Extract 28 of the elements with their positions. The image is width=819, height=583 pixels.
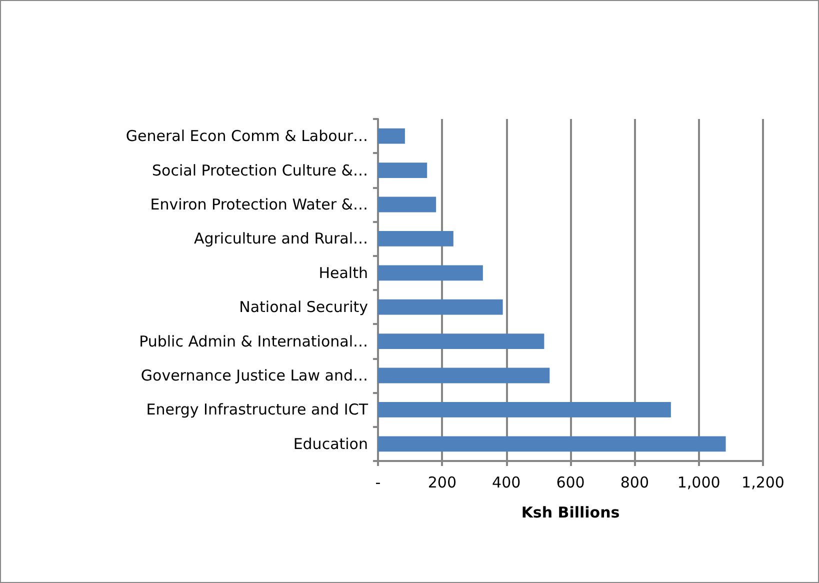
y-tick-label: Public Admin & International…: [139, 332, 368, 350]
bar: [378, 368, 550, 384]
bar: [378, 162, 428, 178]
y-tick-label: Social Protection Culture &…: [152, 161, 368, 180]
x-tick-label: 1,200: [742, 474, 784, 492]
bar: [378, 299, 503, 315]
bar: [378, 334, 544, 349]
y-tick-label: General Econ Comm & Labour…: [126, 127, 368, 146]
bar: [378, 436, 726, 452]
x-tick-label: 1,000: [677, 474, 720, 492]
x-tick-label: 200: [428, 474, 456, 492]
bar: [378, 402, 671, 418]
x-axis-title: Ksh Billions: [521, 504, 620, 522]
y-tick-label: Environ Protection Water &…: [150, 196, 368, 214]
y-tick-label: Health: [318, 264, 368, 282]
bar: [378, 128, 405, 144]
bar: [378, 231, 454, 246]
y-tick-label: National Security: [239, 298, 368, 316]
x-tick-label: 800: [620, 474, 649, 492]
bar: [378, 196, 436, 212]
x-tick-label: -: [375, 474, 381, 492]
y-tick-label: Governance Justice Law and…: [140, 366, 368, 384]
x-tick-label: 600: [556, 474, 585, 492]
bar: [378, 265, 483, 281]
y-tick-label: Energy Infrastructure and ICT: [146, 400, 369, 419]
x-tick-label: 400: [492, 474, 521, 492]
y-tick-label: Agriculture and Rural…: [194, 230, 368, 248]
y-tick-label: Education: [293, 434, 368, 453]
